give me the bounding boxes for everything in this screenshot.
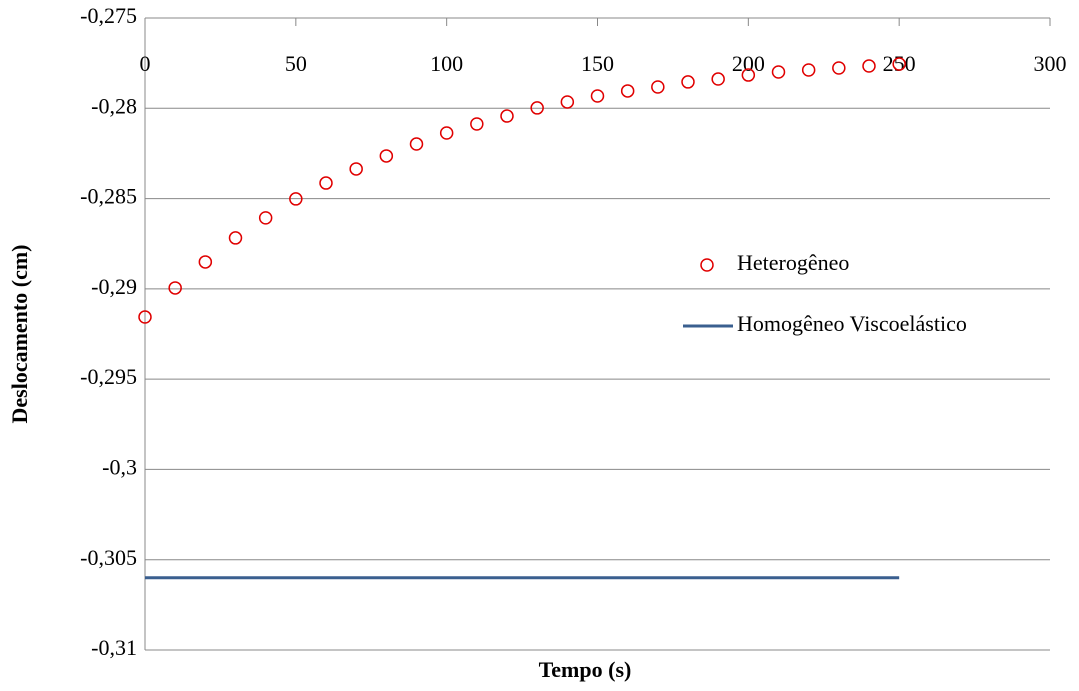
y-tick-label: -0,3 (102, 454, 137, 479)
scatter-point (681, 75, 695, 89)
x-tick-label: 0 (140, 51, 151, 76)
y-tick-label: -0,305 (80, 545, 137, 570)
scatter-point (500, 109, 514, 123)
scatter-point (258, 211, 273, 225)
scatter-point (651, 80, 665, 94)
scatter-point (168, 281, 182, 295)
scatter-point (862, 59, 876, 73)
y-tick-label: -0,28 (91, 93, 137, 118)
scatter-point (560, 95, 575, 109)
scatter-point (409, 137, 424, 151)
y-tick-label: -0,285 (80, 184, 137, 209)
y-tick-label: -0,29 (91, 274, 137, 299)
x-axis-label: Tempo (s) (539, 657, 632, 682)
x-tick-label: 200 (732, 51, 765, 76)
scatter-point (530, 101, 544, 115)
scatter-point (439, 126, 454, 140)
scatter-point (801, 63, 816, 77)
scatter-point (590, 89, 605, 103)
x-tick-label: 50 (285, 51, 307, 76)
legend-label: Heterogêneo (737, 250, 849, 275)
scatter-point (741, 68, 756, 82)
x-tick-label: 300 (1034, 51, 1067, 76)
y-tick-label: -0,295 (80, 364, 137, 389)
scatter-point (319, 176, 333, 190)
scatter-point (198, 255, 213, 269)
scatter-point (711, 72, 725, 86)
y-tick-label: -0,275 (80, 3, 137, 28)
scatter-point (470, 117, 484, 131)
scatter-point (620, 84, 635, 98)
legend-label: Homogêneo Viscoelástico (737, 311, 967, 336)
legend-swatch (700, 258, 714, 272)
x-tick-label: 150 (581, 51, 614, 76)
scatter-point (289, 192, 303, 206)
y-tick-label: -0,31 (91, 635, 137, 660)
scatter-point (379, 149, 394, 163)
scatter-point (832, 61, 846, 75)
x-tick-label: 100 (430, 51, 463, 76)
y-axis-label: Deslocamento (cm) (7, 245, 32, 424)
scatter-point (228, 231, 243, 245)
scatter-point (892, 57, 906, 71)
x-tick-label: 250 (883, 51, 916, 76)
scatter-point (771, 65, 786, 79)
scatter-point (138, 310, 152, 324)
scatter-point (349, 162, 363, 176)
